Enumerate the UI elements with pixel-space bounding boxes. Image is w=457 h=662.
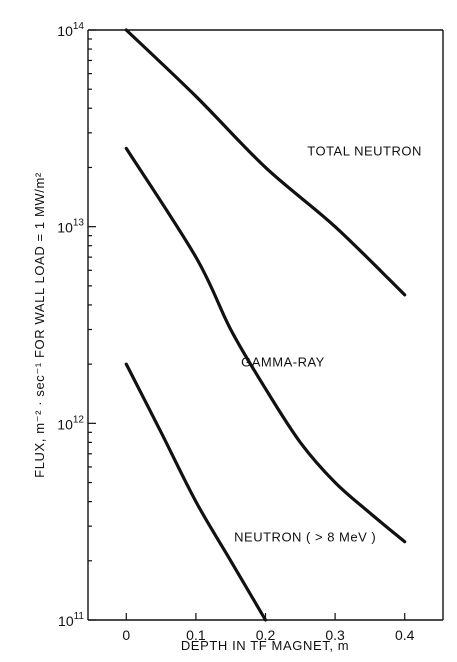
y-tick-exponent: 11 <box>74 611 85 622</box>
x-tick-label: 0.1 <box>186 627 206 643</box>
series-label: NEUTRON ( > 8 MeV ) <box>234 530 376 545</box>
y-tick-exponent: 13 <box>73 218 85 229</box>
x-tick-label: 0 <box>122 627 130 643</box>
y-tick-exponent: 12 <box>73 414 85 425</box>
y-tick-label: 1014 <box>57 21 84 39</box>
y-tick-label: 1012 <box>57 414 84 432</box>
y-tick-exponent: 14 <box>73 21 85 32</box>
series-label: TOTAL NEUTRON <box>307 144 422 159</box>
series-labels: TOTAL NEUTRON GAMMA-RAY NEUTRON ( > 8 MeV … <box>234 144 422 545</box>
x-tick-label: 0.2 <box>256 627 276 643</box>
y-tick-base: 10 <box>57 23 73 39</box>
x-tick-label: 0.4 <box>395 627 415 643</box>
data-series <box>124 28 407 622</box>
y-tick-label: 1013 <box>57 218 84 236</box>
series-line-0 <box>124 28 407 297</box>
series-line-1 <box>124 146 407 544</box>
y-axis-label: FLUX, m⁻² · sec⁻¹ FOR WALL LOAD = 1 MW/m… <box>32 172 47 478</box>
x-axis-label: DEPTH IN TF MAGNET, m <box>181 638 349 653</box>
series-line-2 <box>124 362 268 622</box>
y-tick-base: 10 <box>57 416 73 432</box>
axis-ticks <box>88 29 406 621</box>
x-tick-label: 0.3 <box>325 627 345 643</box>
y-tick-base: 10 <box>58 613 74 629</box>
plot-frame <box>87 29 444 621</box>
series-label: GAMMA-RAY <box>241 354 325 369</box>
y-tick-label: 1011 <box>58 611 84 629</box>
y-tick-base: 10 <box>57 220 73 236</box>
